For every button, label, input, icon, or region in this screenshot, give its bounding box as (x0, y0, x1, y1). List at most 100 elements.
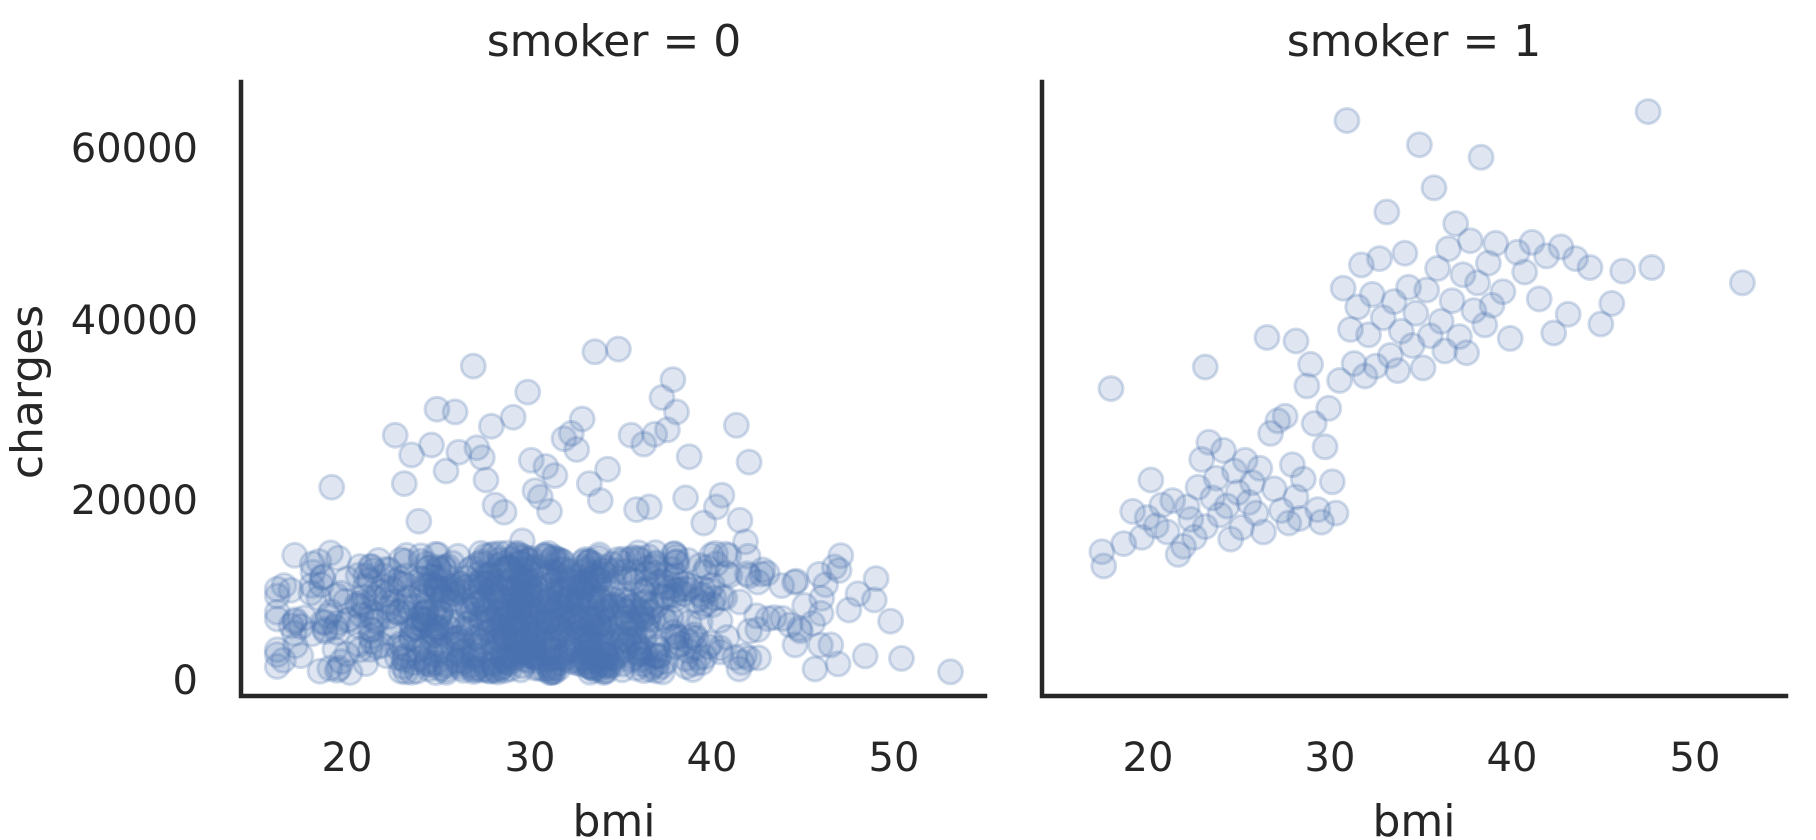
scatter-point (291, 604, 318, 632)
scatter-point (562, 567, 590, 595)
scatter-point (413, 597, 441, 625)
scatter-point (744, 568, 772, 596)
scatter-point (572, 632, 600, 660)
scatter-point (549, 548, 577, 575)
scatter-point (398, 658, 426, 686)
scatter-point (732, 528, 759, 556)
scatter-point (620, 644, 648, 672)
scatter-point (507, 582, 535, 610)
scatter-point (594, 455, 622, 483)
scatter-point (447, 570, 474, 598)
scatter-point (511, 544, 539, 572)
scatter-point (569, 548, 597, 576)
scatter-point (378, 575, 406, 603)
scatter-point (547, 562, 575, 590)
scatter-point (481, 655, 509, 683)
scatter-point (468, 620, 496, 648)
scatter-point (490, 619, 518, 647)
scatter-point (489, 640, 517, 668)
scatter-point (373, 642, 400, 670)
scatter-point (578, 564, 606, 592)
scatter-point (629, 576, 657, 604)
scatter-point (1533, 242, 1560, 270)
scatter-point (659, 366, 687, 394)
scatter-point (754, 605, 782, 633)
scatter-point (590, 588, 618, 616)
scatter-point (1438, 287, 1466, 315)
scatter-point (540, 658, 568, 686)
scatter-point (1445, 323, 1473, 351)
scatter-point (477, 541, 505, 569)
scatter-point (589, 557, 617, 585)
scatter-point (689, 584, 717, 612)
scatter-point (535, 594, 563, 622)
scatter-point (499, 565, 527, 593)
scatter-point (1217, 525, 1245, 553)
scatter-point (510, 638, 538, 666)
scatter-point (475, 657, 502, 685)
scatter-point (479, 628, 507, 656)
scatter-point (688, 649, 716, 677)
scatter-point (725, 655, 753, 683)
scatter-point (1402, 299, 1430, 327)
scatter-point (372, 555, 400, 583)
scatter-point (510, 562, 538, 590)
scatter-point (462, 572, 489, 600)
scatter-point (447, 628, 475, 656)
scatter-point (570, 570, 598, 598)
scatter-point (620, 625, 648, 653)
scatter-point (801, 655, 829, 683)
scatter-point (498, 592, 526, 620)
scatter-point (439, 625, 467, 653)
scatter-point (1547, 233, 1575, 261)
scatter-point (805, 560, 833, 588)
scatter-point (495, 634, 523, 662)
scatter-point (648, 652, 676, 680)
scatter-point (500, 574, 528, 602)
scatter-point (317, 598, 345, 626)
scatter-point (468, 444, 496, 472)
scatter-point (585, 585, 613, 613)
scatter-point (549, 623, 577, 651)
scatter-point (503, 616, 531, 644)
scatter-point (744, 616, 772, 644)
scatter-point (518, 642, 546, 670)
scatter-point (438, 630, 466, 658)
scatter-point (675, 637, 702, 665)
scatter-point (563, 613, 591, 641)
scatter-point (625, 639, 653, 667)
scatter-point (511, 556, 539, 584)
scatter-point (657, 573, 685, 601)
scatter-point (460, 642, 488, 670)
scatter-point (678, 623, 706, 651)
scatter-point (357, 553, 384, 580)
scatter-point (1153, 518, 1181, 546)
scatter-point (611, 558, 639, 586)
scatter-point (365, 578, 393, 606)
scatter-point (621, 567, 649, 595)
scatter-point (401, 593, 429, 620)
scatter-point (726, 506, 754, 534)
scatter-point (501, 624, 529, 652)
scatter-point (405, 645, 433, 673)
x-axis-label: bmi (1372, 796, 1455, 840)
scatter-point (323, 582, 350, 610)
scatter-point (547, 547, 575, 575)
scatter-point (649, 583, 677, 611)
scatter-point (450, 637, 478, 664)
scatter-point (1395, 273, 1423, 301)
scatter-point (556, 557, 583, 585)
scatter-point (624, 544, 652, 572)
scatter-point (504, 593, 532, 620)
scatter-point (414, 554, 442, 582)
scatter-point (444, 646, 472, 674)
scatter-point (404, 605, 432, 632)
scatter-point (564, 588, 592, 616)
scatter-point (519, 596, 547, 624)
scatter-point (591, 640, 619, 668)
scatter-point (496, 649, 524, 677)
scatter-point (566, 649, 594, 677)
scatter-point (508, 542, 536, 570)
scatter-point (424, 575, 452, 603)
scatter-point (501, 624, 529, 652)
